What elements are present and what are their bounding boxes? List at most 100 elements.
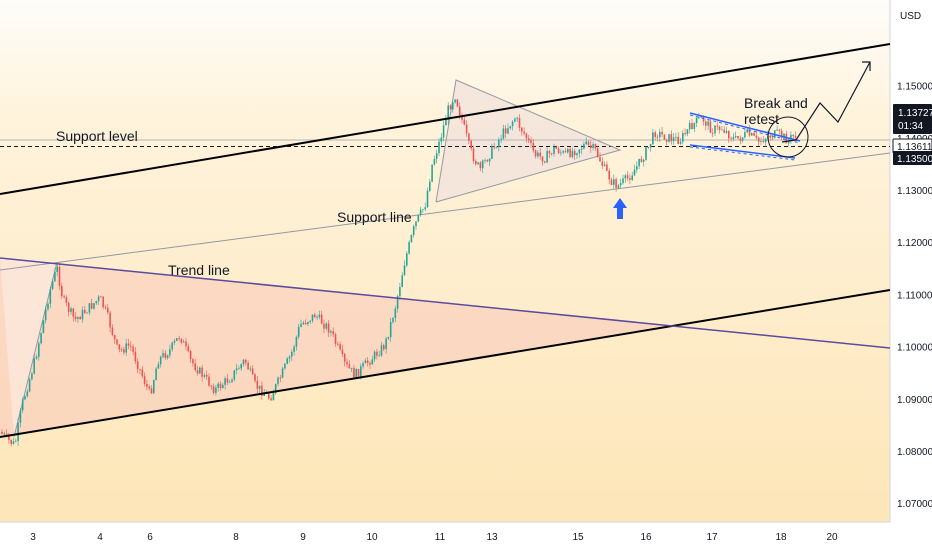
candle-body — [396, 296, 399, 309]
candle-body — [192, 359, 194, 364]
candle-body — [613, 179, 615, 185]
candle-body — [626, 175, 629, 179]
candle-body — [84, 309, 86, 313]
time-tick-label: 18 — [775, 532, 787, 543]
candle-body — [325, 323, 328, 329]
candle-body — [162, 353, 164, 357]
candle-body — [219, 383, 222, 389]
candle-body — [226, 378, 229, 383]
candle-body — [619, 183, 622, 186]
candle-body — [751, 133, 753, 136]
candle-body — [376, 351, 378, 356]
candle-body — [136, 361, 139, 370]
candle-body — [100, 296, 102, 298]
candle-body — [120, 349, 123, 351]
candle-body — [346, 361, 348, 365]
candle-body — [532, 143, 535, 151]
candle-body — [279, 377, 282, 379]
candle-body — [274, 384, 277, 394]
candle-body — [385, 338, 387, 350]
candle-body — [109, 312, 111, 328]
candle-body — [173, 340, 176, 343]
candle-body — [755, 135, 758, 138]
candle-body — [555, 146, 558, 149]
candle-body — [778, 129, 781, 131]
candle-body — [757, 137, 760, 142]
candle-body — [169, 349, 171, 356]
candle-body — [304, 322, 307, 325]
candle-body — [539, 152, 541, 157]
candle-body — [288, 356, 291, 359]
candle-body — [203, 375, 206, 377]
candle-body — [649, 144, 652, 148]
candle-body — [753, 133, 755, 136]
candle-body — [44, 309, 47, 321]
candle-body — [118, 344, 121, 350]
candle-body — [201, 367, 203, 377]
candle-body — [771, 137, 774, 139]
candle-body — [208, 376, 210, 386]
candle-body — [564, 151, 567, 153]
candle-body — [392, 318, 394, 323]
candle-body — [337, 343, 339, 345]
candle-body — [419, 209, 422, 216]
candle-body — [468, 133, 470, 141]
price-tick-label: 1.13000 — [897, 186, 932, 197]
symmetrical-triangle-outline — [435, 79, 622, 203]
candle-body — [730, 138, 732, 140]
candle-body — [90, 303, 93, 309]
candle-body — [721, 129, 723, 131]
trend-triangle-zone — [0, 258, 670, 438]
dashed-price-tag: 1.13611 — [892, 138, 932, 154]
candle-body — [488, 158, 491, 162]
candle-body — [544, 161, 546, 163]
candle-body — [606, 164, 608, 171]
candle-body — [70, 308, 72, 312]
candle-body — [790, 134, 792, 140]
candle-body — [645, 147, 647, 160]
candle-body — [610, 179, 613, 185]
candle-body — [38, 343, 40, 357]
candle-body — [199, 367, 201, 374]
candle-body — [139, 369, 141, 370]
candle-body — [491, 145, 493, 159]
candle-body — [762, 141, 765, 143]
candle-body — [422, 209, 424, 211]
candle-body — [633, 169, 636, 176]
lower-channel-line — [0, 289, 891, 438]
time-axis[interactable]: 3 4 6 8 9 10 11 13 15 16 17 18 20 — [30, 532, 838, 543]
candle-body — [502, 128, 505, 139]
candle-body — [705, 121, 707, 126]
candle-body — [769, 135, 771, 138]
candle-body — [339, 344, 341, 350]
candle-body — [677, 136, 679, 144]
candle-body — [452, 102, 454, 110]
candle-body — [334, 334, 337, 344]
candle-body — [741, 137, 744, 141]
candle-body — [449, 105, 452, 110]
candle-body — [350, 367, 353, 369]
candle-body — [171, 342, 173, 350]
candle-body — [783, 133, 785, 138]
level-price-tag-bg — [893, 151, 932, 165]
candle-body — [700, 116, 702, 118]
candle-body — [88, 303, 91, 313]
candle-body — [794, 136, 797, 138]
candle-body — [35, 356, 38, 359]
candle-body — [360, 366, 362, 377]
candle-body — [739, 138, 742, 141]
candle-body — [277, 377, 279, 385]
candle-body — [433, 158, 436, 165]
candle-body — [498, 139, 500, 148]
candle-body — [291, 352, 293, 357]
candle-body — [640, 158, 643, 162]
candle-body — [412, 226, 415, 235]
candle-body — [746, 129, 748, 133]
pennant-lower-line — [689, 144, 796, 159]
candle-body — [1, 432, 3, 434]
time-tick-label: 6 — [147, 532, 153, 543]
price-tick-label: 1.07000 — [897, 499, 932, 510]
candle-body — [495, 147, 498, 149]
